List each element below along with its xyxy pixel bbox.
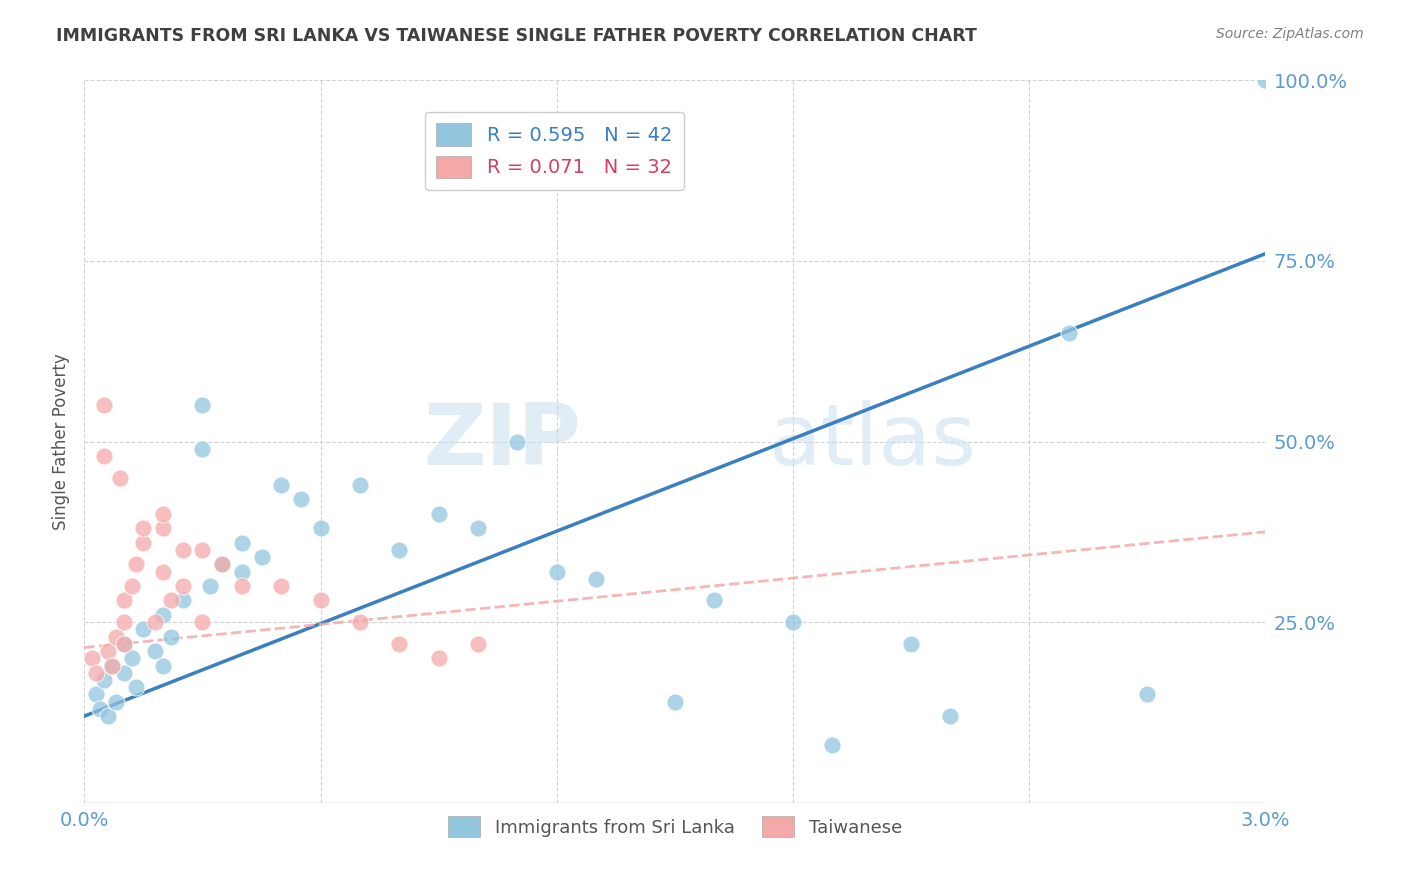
- Point: [121, 651, 143, 665]
- Point: [309, 521, 332, 535]
- Point: [900, 637, 922, 651]
- Point: [250, 550, 273, 565]
- Point: [89, 702, 111, 716]
- Point: [270, 478, 292, 492]
- Point: [211, 558, 233, 572]
- Point: [821, 738, 844, 752]
- Point: [152, 565, 174, 579]
- Point: [101, 658, 124, 673]
- Point: [97, 644, 120, 658]
- Point: [160, 630, 183, 644]
- Point: [160, 593, 183, 607]
- Text: Source: ZipAtlas.com: Source: ZipAtlas.com: [1216, 27, 1364, 41]
- Point: [191, 615, 214, 630]
- Point: [191, 542, 214, 557]
- Point: [211, 558, 233, 572]
- Point: [152, 658, 174, 673]
- Point: [309, 593, 332, 607]
- Point: [1136, 687, 1159, 701]
- Point: [270, 579, 292, 593]
- Point: [939, 709, 962, 723]
- Point: [152, 507, 174, 521]
- Point: [152, 607, 174, 622]
- Point: [172, 542, 194, 557]
- Point: [112, 637, 135, 651]
- Point: [124, 558, 146, 572]
- Point: [112, 593, 135, 607]
- Point: [585, 572, 607, 586]
- Point: [82, 651, 104, 665]
- Text: IMMIGRANTS FROM SRI LANKA VS TAIWANESE SINGLE FATHER POVERTY CORRELATION CHART: IMMIGRANTS FROM SRI LANKA VS TAIWANESE S…: [56, 27, 977, 45]
- Point: [84, 665, 107, 680]
- Point: [664, 695, 686, 709]
- Y-axis label: Single Father Poverty: Single Father Poverty: [52, 353, 70, 530]
- Point: [191, 398, 214, 412]
- Text: atlas: atlas: [769, 400, 977, 483]
- Point: [200, 579, 222, 593]
- Point: [782, 615, 804, 630]
- Point: [506, 434, 529, 449]
- Point: [388, 542, 411, 557]
- Point: [104, 695, 127, 709]
- Point: [172, 593, 194, 607]
- Point: [97, 709, 120, 723]
- Point: [427, 507, 450, 521]
- Point: [132, 535, 155, 549]
- Point: [124, 680, 146, 694]
- Point: [467, 521, 489, 535]
- Point: [108, 470, 131, 484]
- Point: [172, 579, 194, 593]
- Point: [93, 673, 115, 687]
- Point: [1057, 326, 1080, 340]
- Legend: Immigrants from Sri Lanka, Taiwanese: Immigrants from Sri Lanka, Taiwanese: [440, 809, 910, 845]
- Point: [1254, 73, 1277, 87]
- Point: [388, 637, 411, 651]
- Point: [143, 644, 166, 658]
- Point: [152, 521, 174, 535]
- Point: [121, 579, 143, 593]
- Point: [143, 615, 166, 630]
- Point: [104, 630, 127, 644]
- Point: [93, 398, 115, 412]
- Point: [112, 615, 135, 630]
- Text: ZIP: ZIP: [423, 400, 581, 483]
- Point: [290, 492, 312, 507]
- Point: [101, 658, 124, 673]
- Point: [231, 535, 253, 549]
- Point: [112, 637, 135, 651]
- Point: [132, 521, 155, 535]
- Point: [132, 623, 155, 637]
- Point: [112, 665, 135, 680]
- Point: [427, 651, 450, 665]
- Point: [93, 449, 115, 463]
- Point: [349, 478, 371, 492]
- Point: [231, 579, 253, 593]
- Point: [191, 442, 214, 456]
- Point: [349, 615, 371, 630]
- Point: [231, 565, 253, 579]
- Point: [703, 593, 725, 607]
- Point: [546, 565, 568, 579]
- Point: [467, 637, 489, 651]
- Point: [84, 687, 107, 701]
